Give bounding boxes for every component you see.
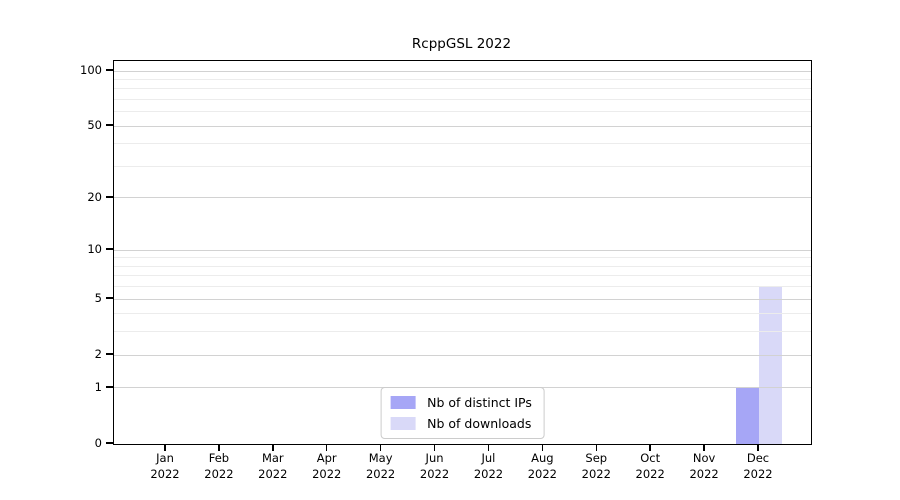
- month-label: Nov: [692, 451, 716, 465]
- year-label: 2022: [312, 467, 342, 481]
- y-tick-label: 2: [94, 347, 102, 362]
- year-label: 2022: [204, 467, 234, 481]
- x-tick-mark: [649, 444, 651, 451]
- x-tick-label-mar: Mar 2022: [241, 450, 305, 482]
- minor-gridline: [114, 286, 811, 288]
- minor-gridline: [114, 78, 811, 80]
- x-tick-mark: [272, 444, 274, 451]
- x-tick-label-jan: Jan 2022: [133, 450, 197, 482]
- y-tick-mark: [106, 386, 113, 388]
- minor-gridline: [114, 111, 811, 113]
- y-tick-mark: [106, 69, 113, 71]
- year-label: 2022: [635, 467, 665, 481]
- year-label: 2022: [527, 467, 557, 481]
- minor-gridline: [114, 88, 811, 90]
- x-tick-label-aug: Aug 2022: [510, 450, 574, 482]
- y-tick-mark: [106, 124, 113, 126]
- x-tick-mark: [703, 444, 705, 451]
- x-tick-mark: [541, 444, 544, 451]
- month-label: Oct: [640, 451, 661, 465]
- y-tick-label: 100: [80, 63, 102, 77]
- major-gridline: [114, 298, 811, 300]
- chart-title: RcppGSL 2022: [411, 36, 512, 52]
- x-tick-mark: [325, 444, 328, 451]
- year-label: 2022: [473, 467, 504, 481]
- year-label: 2022: [150, 467, 180, 481]
- y-tick-mark: [106, 353, 113, 355]
- minor-gridline: [114, 313, 811, 315]
- legend-swatch-distinct-ips: [390, 396, 416, 409]
- x-tick-mark: [433, 444, 436, 451]
- x-tick-mark: [757, 444, 759, 451]
- month-label: Sep: [585, 451, 608, 465]
- legend-label-downloads: Nb of downloads: [427, 416, 532, 431]
- legend-item-downloads: Nb of downloads: [390, 416, 532, 431]
- y-tick-mark: [106, 297, 113, 299]
- x-tick-mark: [487, 444, 490, 451]
- legend-label-distinct-ips: Nb of distinct IPs: [427, 395, 532, 410]
- legend: Nb of distinct IPs Nb of downloads: [380, 387, 545, 439]
- month-label: Mar: [261, 451, 284, 465]
- x-tick-label-sep: Sep 2022: [564, 450, 628, 482]
- year-label: 2022: [419, 467, 450, 481]
- year-label: 2022: [258, 467, 288, 481]
- x-tick-mark: [379, 444, 382, 451]
- y-tick-label: 20: [87, 189, 102, 204]
- major-gridline: [114, 70, 811, 72]
- year-label: 2022: [743, 467, 773, 481]
- x-tick-label-oct: Oct 2022: [618, 450, 682, 482]
- month-label: May: [368, 451, 393, 465]
- y-tick-label: 5: [94, 291, 102, 306]
- month-label: Jul: [481, 451, 496, 465]
- month-label: Apr: [316, 451, 337, 465]
- x-tick-label-nov: Nov 2022: [672, 450, 736, 482]
- minor-gridline: [114, 265, 811, 267]
- y-tick-mark: [106, 442, 113, 444]
- plot-area: Nb of distinct IPs Nb of downloads: [113, 60, 812, 445]
- x-tick-label-jun: Jun 2022: [403, 450, 467, 482]
- minor-gridline: [114, 165, 811, 167]
- legend-item-distinct-ips: Nb of distinct IPs: [390, 395, 532, 410]
- x-tick-mark: [164, 444, 166, 451]
- y-tick-label: 1: [94, 379, 102, 394]
- y-tick-label: 0: [94, 436, 102, 450]
- month-label: Aug: [531, 451, 554, 465]
- year-label: 2022: [581, 467, 611, 481]
- minor-gridline: [114, 98, 811, 100]
- month-label: Jun: [425, 451, 444, 465]
- major-gridline: [114, 125, 811, 127]
- minor-gridline: [114, 143, 811, 145]
- major-gridline: [114, 197, 811, 199]
- y-tick-label: 50: [87, 118, 102, 133]
- y-tick-mark: [106, 248, 113, 250]
- year-label: 2022: [689, 467, 719, 481]
- bar-nb-of-distinct-ips: [735, 387, 759, 444]
- x-tick-label-feb: Feb 2022: [187, 450, 251, 482]
- month-label: Feb: [208, 451, 230, 465]
- x-tick-mark: [218, 444, 220, 451]
- y-tick-label: 10: [87, 242, 102, 257]
- month-label: Jan: [156, 451, 174, 465]
- minor-gridline: [114, 257, 811, 259]
- y-tick-mark: [106, 196, 113, 198]
- minor-gridline: [114, 275, 811, 277]
- x-tick-label-dec: Dec 2022: [726, 450, 790, 482]
- year-label: 2022: [365, 467, 396, 481]
- x-tick-label-jul: Jul 2022: [456, 450, 520, 482]
- major-gridline: [114, 249, 811, 251]
- minor-gridline: [114, 331, 811, 333]
- month-label: Dec: [746, 451, 770, 465]
- bar-nb-of-downloads: [758, 286, 782, 444]
- x-tick-label-may: May 2022: [349, 450, 413, 482]
- legend-swatch-downloads: [390, 417, 416, 430]
- major-gridline: [114, 354, 811, 356]
- x-tick-mark: [595, 444, 598, 451]
- x-tick-label-apr: Apr 2022: [295, 450, 359, 482]
